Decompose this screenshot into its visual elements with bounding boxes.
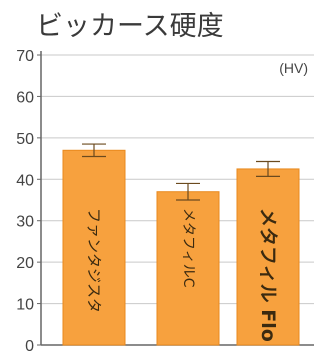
y-tick-label: 10: [16, 297, 34, 314]
bar: [156, 191, 220, 346]
bars: ファンタジスタ メタフィルC メタフィル Flo: [62, 143, 300, 346]
category-label: メタフィル Flo: [257, 208, 279, 342]
y-tick-label: 40: [16, 172, 34, 189]
y-tick-label: 70: [16, 48, 34, 65]
y-tick-label: 50: [16, 131, 34, 148]
y-tick-label: 30: [16, 214, 34, 231]
unit-label: (HV): [279, 60, 308, 76]
category-label: メタフィルC: [180, 208, 196, 288]
error-bar: [82, 143, 106, 158]
y-tick-label: 20: [16, 255, 34, 272]
chart-title: ビッカース硬度: [36, 11, 224, 42]
y-tick-label: 60: [16, 89, 34, 106]
category-label: ファンタジスタ: [85, 208, 103, 313]
error-bar: [256, 160, 280, 177]
bar: [236, 168, 300, 346]
y-tick-label: 0: [25, 338, 34, 351]
error-bar: [176, 182, 200, 201]
bar: [62, 149, 126, 346]
